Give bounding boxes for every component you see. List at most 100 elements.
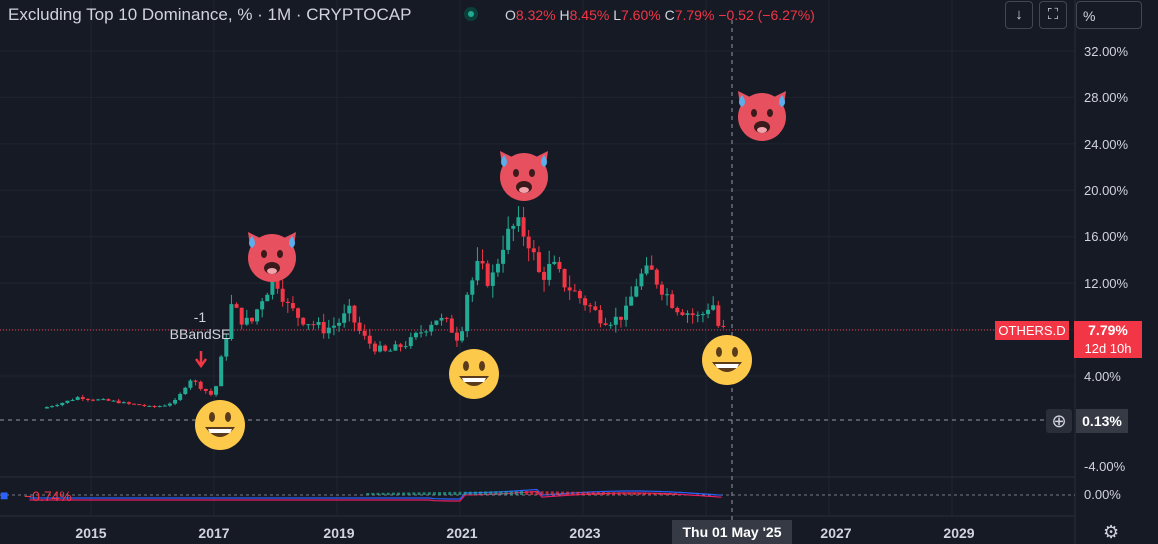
candle-body <box>536 252 541 272</box>
grinning-face-icon <box>449 349 499 399</box>
candle-body <box>490 272 495 286</box>
candle-body <box>219 356 224 387</box>
face-teeth <box>462 378 486 382</box>
osc-histogram-bar <box>381 492 385 495</box>
arrow-down-icon[interactable]: ↓ <box>1005 1 1033 29</box>
fullscreen-icon[interactable]: ⛶ <box>1039 1 1067 29</box>
osc-histogram-bar <box>432 492 436 495</box>
candle-body <box>511 226 516 229</box>
sweat-drop <box>501 155 507 167</box>
osc-histogram-bar <box>525 491 529 495</box>
candle-body <box>132 403 137 405</box>
osc-histogram-bar <box>576 491 580 495</box>
candle-body <box>716 305 721 326</box>
osc-histogram-bar <box>391 492 395 495</box>
candle-body <box>203 388 208 391</box>
face-tongue <box>519 187 529 193</box>
devil-face-icon <box>738 93 786 141</box>
candle-body <box>618 316 623 320</box>
y-tick-label: 12.00% <box>1084 276 1129 291</box>
close-value: 7.79% <box>674 7 715 23</box>
candle-body <box>70 399 75 401</box>
y-tick-label: 4.00% <box>1084 369 1121 384</box>
candle-body <box>270 279 275 295</box>
candle-body <box>239 307 244 325</box>
osc-histogram-bar <box>550 491 554 495</box>
candle-body <box>454 332 459 341</box>
osc-histogram-bar <box>453 491 457 495</box>
face-teeth <box>715 364 739 368</box>
candle-body <box>331 325 336 328</box>
candle-body <box>229 304 234 339</box>
osc-histogram-bar <box>371 492 375 495</box>
y-tick-label: 24.00% <box>1084 137 1129 152</box>
candle-body <box>193 380 198 382</box>
osc-histogram-bar <box>643 492 646 495</box>
osc-histogram-bar <box>489 491 493 495</box>
candle-body <box>526 236 531 249</box>
candle-body <box>224 338 229 357</box>
face-eye <box>225 412 231 422</box>
last-price-value: 7.79% <box>1088 322 1128 338</box>
candle-body <box>75 397 80 400</box>
change-value: −0.52 (−6.27%) <box>718 7 815 23</box>
devil-face-icon <box>500 153 548 201</box>
sell-signal-arrow-icon <box>194 351 208 369</box>
face-tongue <box>757 127 767 133</box>
osc-histogram-bar <box>448 491 452 495</box>
candle-body <box>116 400 121 404</box>
candle-body <box>598 310 603 324</box>
candle-body <box>659 284 664 295</box>
face-eye <box>732 347 738 357</box>
bar-countdown: 12d 10h <box>1084 341 1132 356</box>
candle-body <box>265 294 270 302</box>
osc-histogram-bar <box>545 491 549 495</box>
candle-body <box>711 305 716 310</box>
scale-mode-button[interactable]: % <box>1076 1 1142 29</box>
candle-body <box>301 317 306 325</box>
candle-body <box>470 280 475 295</box>
candle-body <box>675 307 680 313</box>
osc-histogram-bar <box>632 492 636 495</box>
osc-histogram-bar <box>586 491 590 495</box>
osc-histogram-bar <box>514 491 518 495</box>
x-tick-label: 2015 <box>75 525 106 541</box>
candle-body <box>255 309 260 322</box>
candle-body <box>408 337 413 347</box>
candle-body <box>85 399 90 401</box>
osc-histogram-bar <box>402 492 406 495</box>
candle-body <box>516 217 521 227</box>
open-label: O <box>505 7 516 23</box>
candle-body <box>167 403 172 406</box>
candle-body <box>214 386 219 395</box>
candle-body <box>588 305 593 307</box>
candle-body <box>306 324 311 326</box>
candle-body <box>654 269 659 285</box>
candle-body <box>521 217 526 237</box>
sweat-drop <box>541 155 547 167</box>
candle-body <box>198 381 203 389</box>
osc-histogram-bar <box>463 491 467 495</box>
candle-body <box>706 309 711 315</box>
candle-body <box>562 269 567 288</box>
candle-body <box>465 294 470 332</box>
x-tick-label: 2029 <box>943 525 974 541</box>
grinning-face-icon <box>195 400 245 450</box>
osc-histogram-bar <box>622 492 626 495</box>
candle-body <box>634 286 639 297</box>
gear-icon[interactable]: ⚙ <box>1103 522 1120 542</box>
osc-histogram-bar <box>458 491 462 495</box>
oscillator-value: −0.74% <box>24 488 72 504</box>
osc-histogram-bar <box>494 491 498 495</box>
candle-body <box>311 324 316 326</box>
low-value: 7.60% <box>621 7 661 23</box>
market-status-icon <box>464 7 478 21</box>
annotation-count: -1 <box>193 309 207 325</box>
candle-body <box>413 332 418 338</box>
candle-body <box>367 335 372 344</box>
last-price-tag: 7.79% 12d 10h <box>1074 321 1142 358</box>
plus-circle-icon[interactable]: ⊕ <box>1046 409 1072 433</box>
candle-body <box>357 322 362 331</box>
chart-title: Excluding Top 10 Dominance, % · 1M · CRY… <box>8 5 412 24</box>
